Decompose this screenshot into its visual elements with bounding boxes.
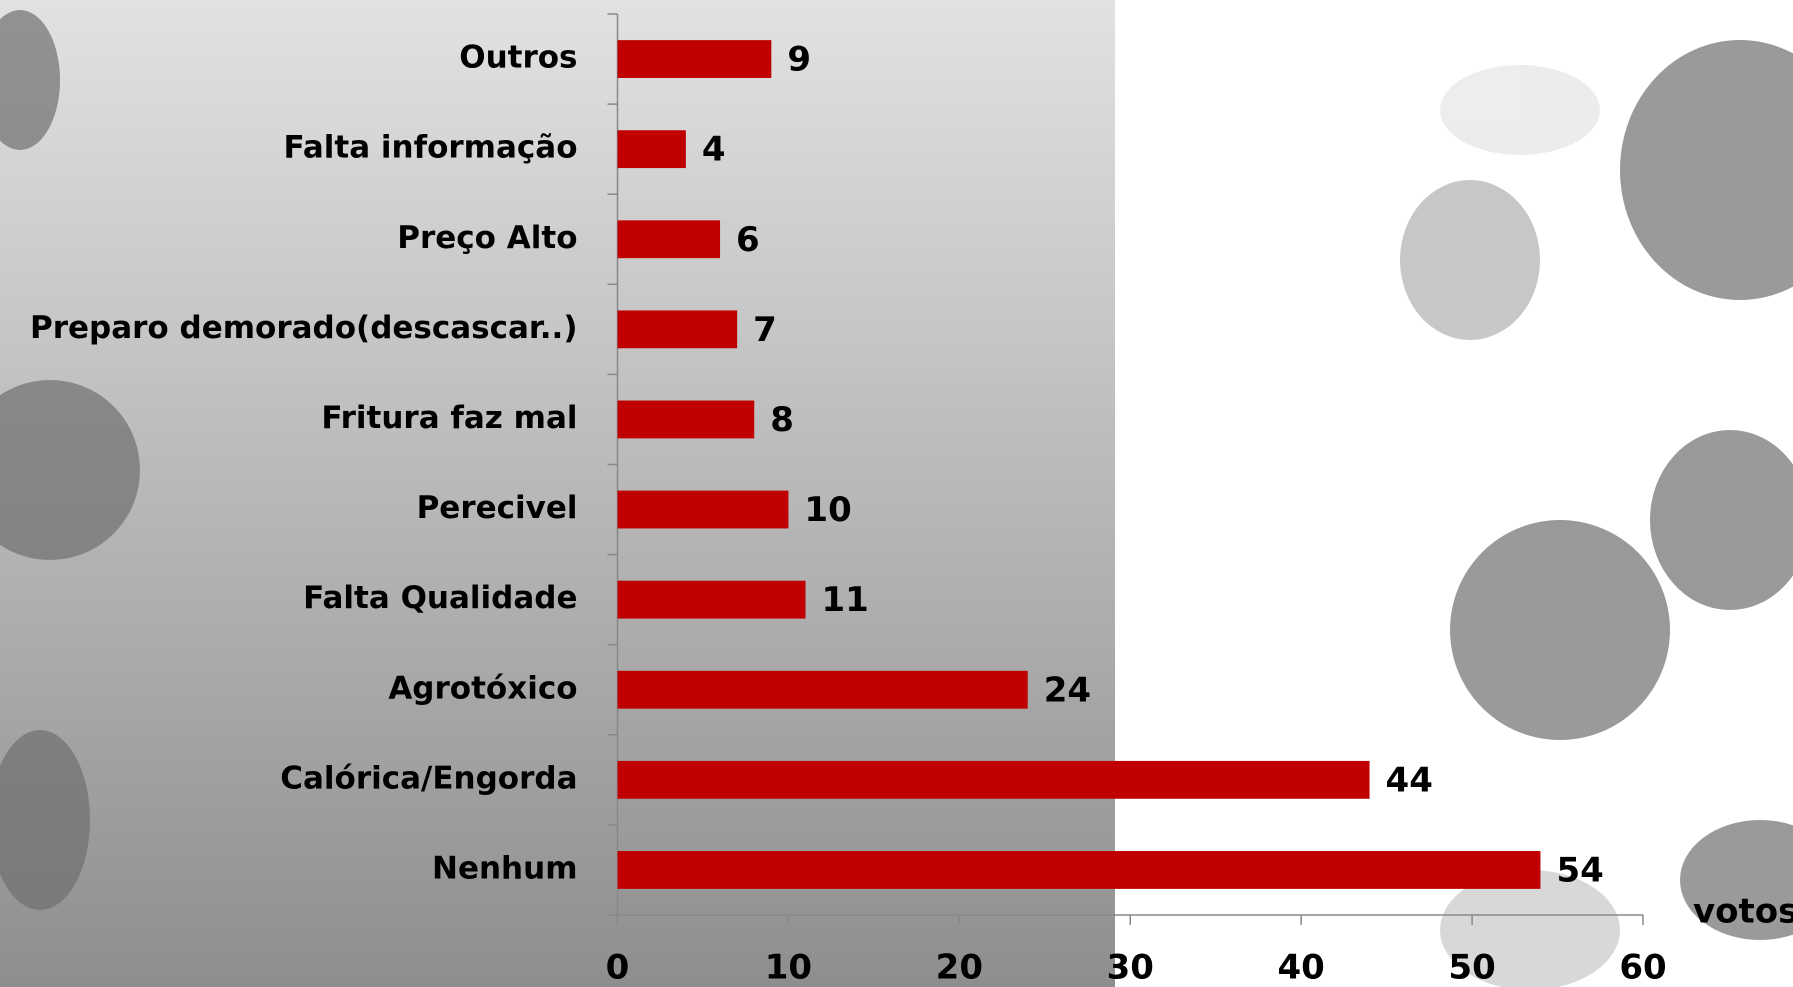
y-tick-label: Falta Qualidade: [303, 580, 577, 616]
x-tick-label: 40: [1278, 948, 1325, 987]
value-label: 6: [736, 220, 760, 260]
value-label: 54: [1556, 850, 1603, 890]
bar: [618, 401, 755, 439]
bar: [618, 310, 738, 348]
value-label: 10: [804, 490, 851, 530]
y-tick-label: Outros: [459, 40, 577, 76]
x-tick-label: 20: [936, 948, 983, 987]
x-tick-label: 10: [765, 948, 812, 987]
x-tick-label: 30: [1107, 948, 1154, 987]
bar: [618, 761, 1370, 799]
value-label: 4: [702, 130, 726, 170]
bar: [618, 40, 772, 78]
y-tick-label: Falta informação: [283, 130, 577, 166]
bar: [618, 491, 789, 529]
value-label: 24: [1044, 670, 1091, 710]
y-tick-label: Perecivel: [417, 490, 578, 526]
value-label: 8: [770, 400, 794, 440]
bar: [618, 581, 806, 619]
x-tick-label: 0: [606, 948, 630, 987]
y-tick-label: Preparo demorado(descascar..): [30, 310, 578, 346]
y-tick-label: Agrotóxico: [388, 670, 577, 706]
value-label: 11: [822, 580, 869, 620]
y-tick-label: Fritura faz mal: [321, 400, 577, 436]
x-axis-label: votos: [1693, 892, 1793, 932]
y-tick-label: Preço Alto: [397, 220, 577, 256]
value-label: 44: [1386, 760, 1433, 800]
y-tick-label: Calórica/Engorda: [280, 760, 577, 796]
x-tick-label: 50: [1448, 948, 1495, 987]
bar: [618, 671, 1028, 709]
bar: [618, 130, 686, 168]
chart: 0 10 20 30 40 50 60 votos Outros 9 Falta informaçã…: [0, 0, 1793, 987]
bar: [618, 851, 1541, 889]
x-tick-label: 60: [1619, 948, 1666, 987]
bar: [618, 220, 721, 258]
y-tick-label: Nenhum: [432, 850, 577, 886]
value-label: 7: [753, 310, 777, 350]
value-label: 9: [787, 40, 811, 80]
